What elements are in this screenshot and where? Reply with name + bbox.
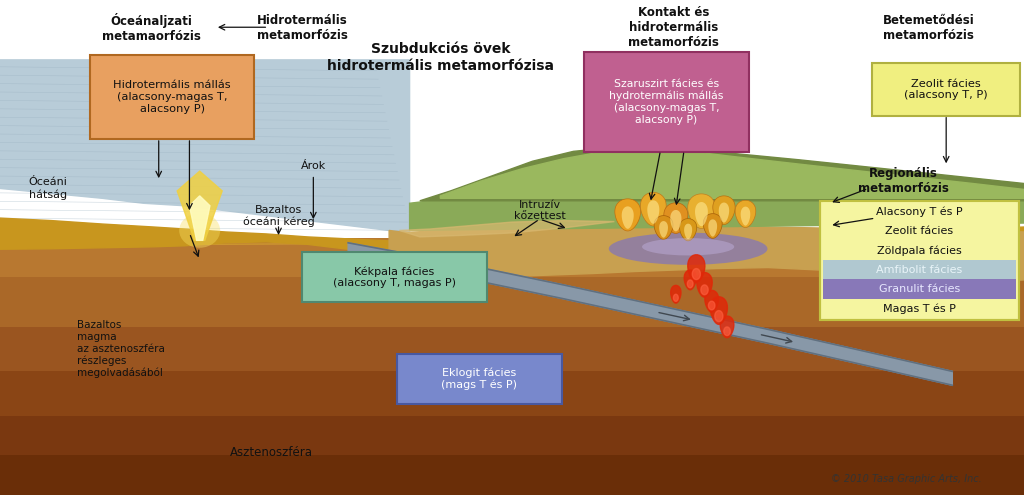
Text: Zeolit fácies: Zeolit fácies [886, 226, 953, 236]
Text: Magas T és P: Magas T és P [883, 303, 956, 314]
Text: Zöldpala fácies: Zöldpala fácies [878, 245, 962, 256]
FancyBboxPatch shape [872, 63, 1020, 116]
Text: Intruzív
kőzettest: Intruzív kőzettest [514, 200, 565, 221]
Text: Hidrotermális mállás
(alacsony-magas T,
alacsony P): Hidrotermális mállás (alacsony-magas T, … [114, 80, 230, 113]
Text: Granulit fácies: Granulit fácies [879, 284, 961, 294]
Polygon shape [389, 218, 1024, 282]
Polygon shape [720, 316, 734, 338]
FancyBboxPatch shape [584, 52, 750, 151]
Polygon shape [654, 216, 673, 240]
Polygon shape [700, 285, 709, 295]
Polygon shape [399, 221, 614, 237]
Bar [823, 202, 1016, 221]
Polygon shape [715, 310, 723, 322]
Text: © 2010 Tasa Graphic Arts, Inc.: © 2010 Tasa Graphic Arts, Inc. [830, 474, 982, 484]
Polygon shape [0, 241, 1024, 246]
Polygon shape [688, 255, 705, 282]
Text: Óceáni
hátság: Óceáni hátság [29, 177, 68, 199]
FancyBboxPatch shape [90, 54, 254, 139]
Polygon shape [705, 291, 719, 312]
Polygon shape [664, 203, 688, 234]
Bar [0, 455, 1024, 495]
Bar [0, 327, 1024, 371]
Ellipse shape [179, 213, 220, 248]
Polygon shape [695, 202, 708, 226]
Polygon shape [622, 206, 634, 229]
Bar [0, 371, 1024, 416]
Text: Alacsony T és P: Alacsony T és P [877, 206, 963, 217]
Polygon shape [647, 200, 659, 224]
Polygon shape [671, 210, 681, 231]
Polygon shape [674, 294, 678, 301]
Polygon shape [687, 280, 693, 288]
Text: Szaruszirt fácies és
hydrotermális mállás
(alacsony-magas T,
alacsony P): Szaruszirt fácies és hydrotermális mállá… [609, 79, 724, 125]
FancyBboxPatch shape [397, 354, 561, 404]
Polygon shape [177, 171, 222, 241]
Polygon shape [189, 196, 210, 241]
Polygon shape [711, 297, 727, 324]
Bar [823, 280, 1016, 299]
Polygon shape [640, 193, 667, 226]
Text: Betemetődési
metamorfózis: Betemetődési metamorfózis [883, 14, 975, 42]
Polygon shape [420, 147, 1024, 201]
Ellipse shape [642, 238, 734, 255]
Bar [823, 241, 1016, 260]
Polygon shape [0, 218, 1024, 252]
Bar [0, 238, 1024, 277]
Polygon shape [680, 219, 696, 241]
Text: Óceánaljzati
metamaorfózis: Óceánaljzati metamaorfózis [102, 13, 201, 43]
Polygon shape [740, 206, 751, 226]
Polygon shape [440, 149, 1024, 198]
Text: Szubdukciós övek
hidrotermális metamorfózisa: Szubdukciós övek hidrotermális metamorfó… [327, 42, 554, 72]
Polygon shape [735, 200, 756, 228]
Text: Bazaltos
magma
az asztenoszféra
részleges
megolvadásából: Bazaltos magma az asztenoszféra részlege… [77, 320, 165, 378]
Polygon shape [719, 202, 729, 223]
Polygon shape [692, 269, 700, 280]
Text: Kontakt és
hidrotermális
metamorfózis: Kontakt és hidrotermális metamorfózis [629, 6, 719, 49]
Polygon shape [671, 286, 681, 303]
FancyBboxPatch shape [820, 200, 1019, 320]
Text: Kékpala fácies
(alacsony T, magas P): Kékpala fácies (alacsony T, magas P) [333, 266, 456, 289]
Bar [0, 0, 1024, 223]
Polygon shape [709, 219, 717, 237]
Text: Amfibolit fácies: Amfibolit fácies [877, 265, 963, 275]
Polygon shape [703, 214, 722, 239]
Text: Regionális
metamorfózis: Regionális metamorfózis [858, 167, 948, 195]
Ellipse shape [608, 233, 768, 265]
Polygon shape [410, 151, 1024, 231]
Bar [0, 416, 1024, 455]
Polygon shape [688, 194, 715, 229]
Bar [823, 221, 1016, 241]
Polygon shape [0, 60, 410, 233]
Text: Zeolit fácies
(alacsony T, P): Zeolit fácies (alacsony T, P) [904, 79, 988, 100]
Polygon shape [684, 270, 696, 290]
Bar [823, 299, 1016, 318]
Polygon shape [709, 301, 715, 310]
Text: Asztenoszféra: Asztenoszféra [229, 446, 313, 459]
Text: Eklogit fácies
(mags T és P): Eklogit fácies (mags T és P) [441, 367, 517, 390]
Text: Hidrotermális
metamorfózis: Hidrotermális metamorfózis [257, 14, 347, 42]
Polygon shape [614, 199, 641, 231]
Polygon shape [348, 243, 952, 385]
Polygon shape [659, 221, 668, 238]
Text: Árok: Árok [301, 161, 326, 171]
Polygon shape [684, 224, 692, 239]
Polygon shape [696, 273, 713, 297]
FancyBboxPatch shape [301, 252, 487, 302]
Polygon shape [724, 327, 730, 336]
Bar [823, 260, 1016, 280]
Polygon shape [713, 196, 735, 225]
Bar [0, 277, 1024, 327]
Text: Bazaltos
óceáni kéreg: Bazaltos óceáni kéreg [243, 204, 314, 227]
